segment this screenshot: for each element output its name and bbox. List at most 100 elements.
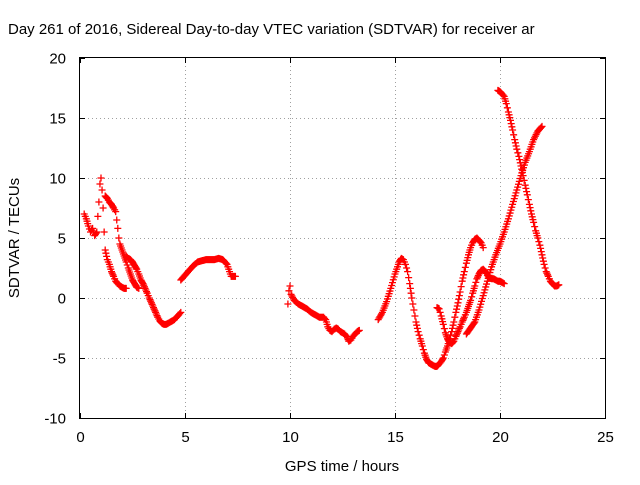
- data-point: [439, 320, 447, 328]
- data-point: [355, 326, 363, 334]
- data-point: [139, 280, 147, 288]
- data-point: [543, 269, 551, 277]
- data-point: [98, 186, 106, 194]
- data-point: [101, 246, 109, 254]
- x-axis-label: GPS time / hours: [285, 458, 399, 475]
- data-point: [147, 297, 155, 305]
- data-point: [541, 264, 549, 272]
- y-tick-label: -5: [53, 351, 66, 368]
- y-tick-label: 5: [58, 231, 66, 248]
- data-point: [436, 308, 444, 316]
- data-point: [152, 308, 160, 316]
- data-point: [537, 248, 545, 256]
- data-point: [411, 312, 419, 320]
- x-tick-label: 0: [76, 429, 84, 446]
- data-point: [458, 318, 466, 326]
- data-point: [520, 176, 528, 184]
- x-tick-label: 20: [492, 429, 509, 446]
- tick-layer: 0 5 10 15 20 25 -10 -5 0 5 10 15 20: [44, 51, 614, 447]
- data-point: [150, 305, 158, 313]
- x-tick-label: 10: [282, 429, 299, 446]
- y-tick-label: 15: [49, 111, 66, 128]
- data-point: [467, 296, 475, 304]
- data-point: [135, 284, 143, 292]
- data-series-4: [177, 254, 239, 284]
- data-point: [448, 339, 456, 347]
- data-point: [408, 294, 416, 302]
- data-point: [99, 204, 107, 212]
- data-point: [147, 299, 155, 307]
- data-point: [458, 277, 466, 285]
- data-point: [459, 316, 467, 324]
- data-point: [456, 288, 464, 296]
- data-point: [103, 252, 111, 260]
- data-point: [507, 120, 515, 128]
- data-point: [440, 325, 448, 333]
- data-point: [509, 126, 517, 134]
- chart-title: Day 261 of 2016, Sidereal Day-to-day VTE…: [8, 21, 535, 38]
- data-point: [468, 293, 476, 301]
- data-series-3: [122, 252, 185, 328]
- data-point: [538, 122, 546, 130]
- data-point: [92, 229, 100, 237]
- data-point: [540, 260, 548, 268]
- data-point: [525, 200, 533, 208]
- data-point: [539, 254, 547, 262]
- data-point: [524, 196, 532, 204]
- data-point: [140, 281, 148, 289]
- data-point: [513, 145, 521, 153]
- y-tick-label: -10: [44, 411, 66, 428]
- data-point: [142, 286, 150, 294]
- data-point: [453, 305, 461, 313]
- data-point: [472, 278, 480, 286]
- data-point: [122, 284, 130, 292]
- data-point: [519, 172, 527, 180]
- x-tick-label: 5: [181, 429, 189, 446]
- data-point: [453, 331, 461, 339]
- data-point: [518, 168, 526, 176]
- data-point: [286, 282, 294, 290]
- data-series-7: [433, 265, 508, 348]
- data-point: [123, 261, 131, 269]
- data-point: [542, 268, 550, 276]
- data-point: [526, 204, 534, 212]
- data-point: [500, 280, 508, 288]
- data-point: [435, 305, 443, 313]
- data-point: [512, 142, 520, 150]
- data-point: [530, 136, 538, 144]
- data-point: [439, 354, 447, 362]
- data-point: [145, 294, 153, 302]
- data-point: [530, 134, 538, 142]
- data-point: [439, 355, 447, 363]
- data-series-2: [101, 192, 143, 292]
- data-point: [108, 269, 116, 277]
- data-point: [102, 249, 110, 257]
- data-point: [419, 346, 427, 354]
- data-layer: [80, 86, 563, 370]
- y-tick-label: 20: [49, 51, 66, 68]
- data-point: [405, 274, 413, 282]
- data-point: [449, 321, 457, 329]
- data-point: [555, 281, 563, 289]
- data-point: [511, 136, 519, 144]
- data-point: [95, 198, 103, 206]
- data-point: [285, 287, 293, 295]
- data-point: [378, 310, 386, 318]
- data-point: [287, 290, 295, 298]
- data-series-5: [284, 282, 363, 345]
- data-point: [511, 139, 519, 147]
- plot-frame: [79, 57, 606, 419]
- data-point: [517, 162, 525, 170]
- data-point: [531, 132, 539, 140]
- data-point: [502, 100, 510, 108]
- data-point: [455, 326, 463, 334]
- data-point: [222, 259, 230, 267]
- data-point: [84, 222, 92, 230]
- data-point: [479, 244, 487, 252]
- data-point: [402, 260, 409, 268]
- data-series-9: [494, 86, 563, 290]
- data-point: [523, 188, 531, 196]
- data-point: [522, 184, 530, 192]
